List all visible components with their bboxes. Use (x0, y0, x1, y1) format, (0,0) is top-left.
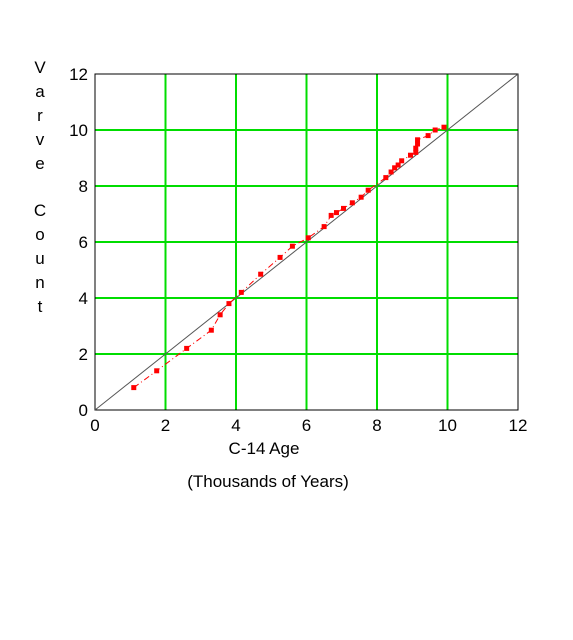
data-points (131, 124, 447, 391)
y-tick-labels: 0 2 4 6 8 10 12 (69, 65, 88, 420)
data-point (399, 158, 405, 164)
y-axis-label-letter: a (35, 82, 45, 101)
data-point (415, 137, 421, 143)
y-axis-label-letter: t (38, 297, 43, 316)
x-tick-label: 0 (90, 416, 99, 435)
y-axis-label-letter: e (35, 154, 44, 173)
y-tick-label: 12 (69, 65, 88, 84)
y-tick-label: 4 (79, 289, 88, 308)
data-point (208, 327, 214, 333)
y-tick-label: 6 (79, 233, 88, 252)
data-point (383, 175, 389, 181)
data-point (226, 301, 232, 307)
x-axis-label: C-14 Age (229, 439, 300, 458)
x-tick-label: 10 (438, 416, 457, 435)
x-axis-unit-label: (Thousands of Years) (187, 472, 349, 491)
data-point (365, 187, 371, 193)
data-point (407, 152, 413, 158)
data-point (289, 243, 295, 249)
data-point (425, 133, 431, 139)
y-axis-label-letter: o (35, 225, 44, 244)
y-tick-label: 2 (79, 345, 88, 364)
data-point (413, 145, 419, 151)
data-point (349, 200, 355, 206)
data-point (321, 224, 327, 230)
y-axis-label-letter: u (35, 249, 44, 268)
y-axis-label-letter: C (34, 201, 46, 220)
y-tick-label: 0 (79, 401, 88, 420)
data-point (277, 254, 283, 260)
x-tick-label: 2 (161, 416, 170, 435)
data-point (217, 312, 223, 318)
data-point (184, 345, 190, 351)
data-point (388, 169, 394, 175)
data-point (131, 385, 137, 391)
y-axis-label-letter: n (35, 273, 44, 292)
x-tick-label: 6 (302, 416, 311, 435)
data-point (305, 235, 311, 241)
y-axis-label-letter: r (37, 106, 43, 125)
data-point (238, 289, 244, 295)
y-tick-label: 8 (79, 177, 88, 196)
data-point (258, 271, 264, 277)
data-point (395, 162, 401, 168)
plot-frame (94, 73, 519, 411)
reference-line (94, 73, 519, 411)
y-tick-label: 10 (69, 121, 88, 140)
data-point (358, 194, 364, 200)
data-point (341, 205, 347, 211)
data-point (415, 141, 421, 147)
data-point (333, 210, 339, 216)
data-point (392, 165, 398, 171)
x-tick-labels: 0 2 4 6 8 10 12 (90, 416, 527, 435)
data-point (328, 212, 334, 218)
y-axis-label-letter: V (34, 58, 46, 77)
x-tick-label: 8 (372, 416, 381, 435)
y-axis-label-letter: v (36, 130, 45, 149)
data-point (154, 368, 160, 374)
x-tick-label: 12 (509, 416, 528, 435)
data-point (413, 149, 419, 155)
x-tick-label: 4 (231, 416, 240, 435)
data-point (441, 124, 447, 130)
data-point (432, 127, 438, 133)
